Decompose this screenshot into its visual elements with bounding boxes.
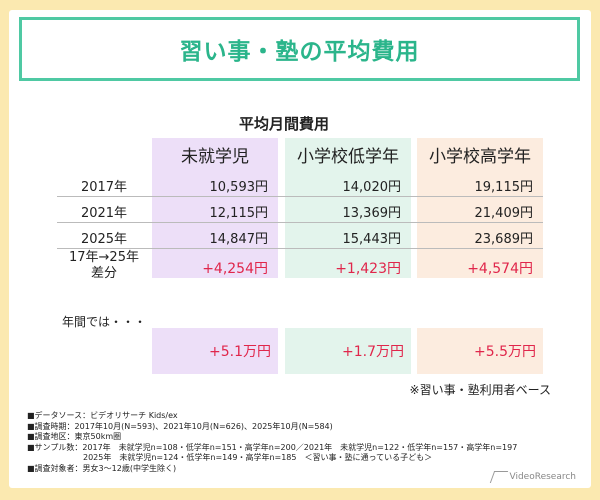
yearly-lower: +1.7万円 [285,328,411,374]
row-label-2025: 2025年 [80,232,128,247]
cell-2025-preschool: 14,847円 [209,232,269,247]
footer-line: ■サンプル数：2017年 未就学児n=108・低学年n=151・高学年n=200… [27,442,518,452]
cell-2017-upper: 19,115円 [474,180,534,195]
column-background-upper-elementary [417,138,543,278]
footer-line: ■調査時期：2017年10月(N=593)、2021年10月(N=626)、20… [27,421,333,431]
diff-lower: +1,423円 [335,261,401,277]
cell-2021-preschool: 12,115円 [209,206,269,221]
table-caption: 平均月間費用 [238,115,329,133]
yearly-preschool: +5.1万円 [152,328,278,374]
yearly-preschool-value: +5.1万円 [209,344,271,360]
yearly-label: 年間では・・・ [62,315,147,329]
cell-2017-lower: 14,020円 [342,180,402,195]
column-header-preschool: 未就学児 [181,147,249,167]
row-label-2017: 2017年 [80,180,128,195]
column-background-preschool [152,138,278,278]
cell-2025-upper: 23,689円 [474,232,534,247]
video-research-logo: VideoResearch [489,471,577,483]
yearly-upper: +5.5万円 [417,328,543,374]
yearly-upper-value: +5.5万円 [474,344,536,360]
row-label-diff: 17年→25年 差分 [64,250,144,282]
row-divider [57,196,543,197]
cell-2021-lower: 13,369円 [342,206,402,221]
column-background-lower-elementary [285,138,411,278]
yearly-lower-value: +1.7万円 [342,344,404,360]
content-card: 習い事・塾の平均費用 平均月間費用 未就学児 小学校低学年 小学校高学年 201… [9,10,591,488]
cell-2021-upper: 21,409円 [474,206,534,221]
footer-line: ■データソース：ビデオリサーチ Kids/ex [27,411,178,420]
row-divider [57,222,543,223]
diff-upper: +4,574円 [467,261,533,277]
footer-notes: ■データソース：ビデオリサーチ Kids/ex ■調査時期：2017年10月(N… [27,411,527,474]
page-title: 習い事・塾の平均費用 [179,39,420,65]
logo-mark-icon [489,471,508,483]
footer-line: 2025年 未就学児n=124・低学年n=149・高学年n=185 ＜習い事・塾… [27,453,433,462]
row-divider [57,248,543,249]
row-label-2021: 2021年 [80,206,128,221]
title-box: 習い事・塾の平均費用 [19,17,580,81]
footer-line: ■調査地区：東京50km圏 [27,432,122,441]
cell-2017-preschool: 10,593円 [209,180,269,195]
cell-2025-lower: 15,443円 [342,232,402,247]
base-note: ※習い事・塾利用者ベース [409,383,551,397]
footer-line: ■調査対象者：男女3～12歳(中学生除く) [27,463,177,473]
diff-label-line1: 17年→25年 [69,250,139,265]
column-header-upper-elementary: 小学校高学年 [429,147,531,167]
logo-text: VideoResearch [509,472,577,482]
diff-label-line2: 差分 [90,266,117,281]
column-header-lower-elementary: 小学校低学年 [297,147,399,167]
diff-preschool: +4,254円 [202,261,268,277]
